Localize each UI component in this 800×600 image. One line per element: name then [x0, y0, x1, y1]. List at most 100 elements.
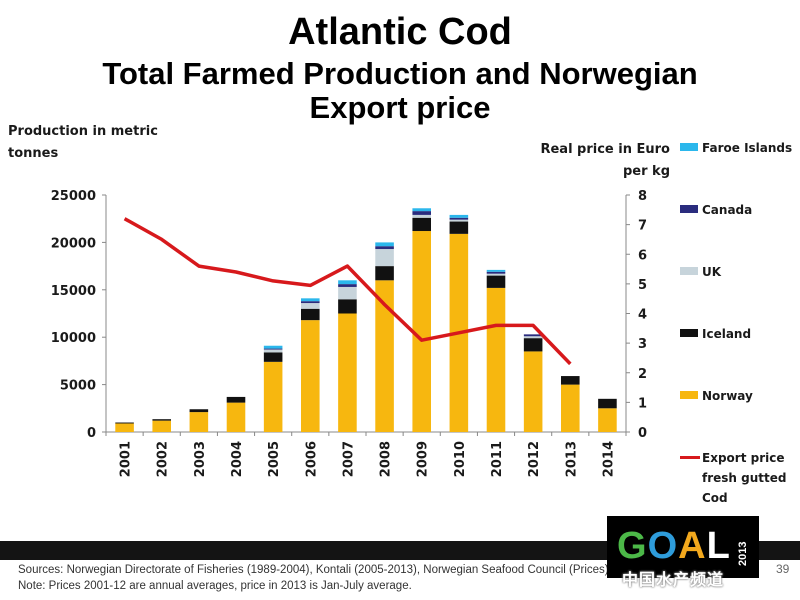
x-tick-label: 2010: [453, 441, 468, 477]
goal-logo: GOAL 2013: [607, 516, 759, 578]
legend-label: Norway: [702, 389, 753, 403]
bar-faroe-islands-2006: [301, 298, 320, 302]
goal-logo-letter: L: [706, 525, 731, 567]
x-tick-label: 2012: [527, 441, 542, 477]
bar-norway-2007: [338, 313, 357, 432]
bar-norway-2006: [301, 320, 320, 432]
legend-item: Norway: [680, 386, 800, 406]
bar-iceland-2012: [523, 338, 543, 352]
legend-label: UK: [702, 265, 722, 279]
bar-norway-2014: [598, 408, 617, 432]
legend-item: UK: [680, 262, 800, 282]
legend-label: Canada: [702, 203, 753, 217]
bar-canada-2011: [486, 271, 506, 274]
bar-uk-2007: [338, 286, 357, 300]
bar-iceland-2002: [152, 419, 171, 421]
y2-tick-label: 3: [638, 337, 647, 352]
chart-title-line1: Atlantic Cod: [288, 11, 512, 53]
bar-norway-2002: [152, 420, 171, 432]
x-tick-label: 2003: [193, 441, 208, 477]
y-tick-label: 5000: [60, 379, 96, 394]
bar-iceland-2006: [301, 308, 320, 321]
bar-faroe-islands-2009: [412, 208, 431, 212]
legend-item: Export price fresh gutted Cod: [680, 448, 800, 508]
bar-norway-2012: [523, 351, 543, 432]
bar-iceland-2008: [375, 266, 394, 281]
x-tick-label: 2014: [601, 441, 616, 477]
bar-canada-2009: [412, 211, 431, 215]
bar-uk-2006: [301, 303, 320, 309]
bar-faroe-islands-2008: [375, 242, 394, 247]
bar-canada-2007: [338, 284, 357, 287]
footer-bar: [0, 541, 800, 560]
bar-uk-2012: [523, 336, 543, 339]
legend-item: Canada: [680, 200, 800, 220]
goal-logo-letter: O: [647, 525, 679, 567]
page-number: 39: [776, 562, 790, 576]
bar-iceland-2001: [115, 422, 134, 424]
bar-iceland-2011: [486, 275, 506, 288]
bar-norway-2004: [226, 402, 246, 432]
bar-norway-2003: [189, 412, 209, 432]
y2-tick-label: 4: [638, 308, 647, 323]
y-tick-label: 25000: [51, 189, 96, 204]
bar-norway-2009: [412, 231, 431, 432]
bar-canada-2012: [523, 334, 543, 337]
bar-norway-2008: [375, 280, 394, 432]
x-tick-label: 2013: [564, 441, 579, 477]
chart-title-line3: Export price: [309, 90, 491, 125]
sources-note: Sources: Norwegian Directorate of Fisher…: [18, 564, 616, 592]
bar-iceland-2005: [263, 352, 283, 362]
bar-uk-2005: [263, 349, 283, 353]
legend-swatch: [680, 391, 698, 399]
y2-axis-label: Real price in Euro per kg: [540, 142, 670, 179]
bar-uk-2008: [375, 249, 394, 267]
y2-tick-label: 0: [638, 426, 647, 441]
y2-tick-label: 5: [638, 278, 647, 293]
bar-canada-2005: [263, 348, 283, 350]
bar-norway-2005: [263, 361, 283, 432]
goal-logo-year: 2013: [737, 541, 749, 566]
bar-canada-2006: [301, 301, 320, 304]
bar-uk-2011: [486, 273, 506, 276]
bar-uk-2010: [449, 219, 469, 222]
y-axis-label: Production in metric tonnes: [8, 124, 158, 161]
legend-item: Iceland: [680, 324, 800, 344]
bar-norway-2013: [561, 384, 580, 432]
x-tick-label: 2009: [416, 441, 431, 477]
x-tick-label: 2011: [490, 441, 505, 477]
bar-iceland-2004: [226, 396, 246, 403]
bar-faroe-islands-2005: [263, 345, 283, 349]
goal-logo-letter: A: [678, 525, 707, 567]
x-tick-label: 2006: [304, 441, 319, 477]
y2-tick-label: 6: [638, 248, 647, 263]
x-tick-label: 2002: [156, 441, 171, 477]
goal-logo-letter: G: [617, 525, 648, 567]
bar-faroe-islands-2010: [449, 214, 469, 218]
y-tick-label: 0: [87, 426, 96, 441]
chart-title-line2: Total Farmed Production and Norwegian: [102, 56, 698, 91]
legend-label: Iceland: [702, 327, 752, 341]
y2-tick-label: 2: [638, 367, 647, 382]
watermark: 中国水产频道: [622, 572, 725, 589]
legend-swatch: [680, 267, 698, 275]
bar-iceland-2010: [449, 221, 469, 234]
y-tick-label: 10000: [51, 331, 96, 346]
y-tick-label: 20000: [51, 236, 96, 251]
x-tick-label: 2007: [341, 441, 356, 477]
legend-label: Export price fresh gutted Cod: [702, 451, 787, 505]
bar-iceland-2014: [598, 398, 617, 409]
bar-norway-2011: [486, 287, 506, 432]
x-tick-label: 2001: [119, 441, 134, 477]
bar-iceland-2009: [412, 217, 431, 232]
bar-uk-2009: [412, 214, 431, 218]
y-tick-label: 15000: [51, 284, 96, 299]
x-tick-label: 2005: [267, 441, 282, 477]
legend-swatch: [680, 456, 700, 459]
bar-iceland-2007: [338, 299, 357, 314]
legend-swatch: [680, 143, 698, 151]
goal-logo-text: GOAL: [617, 524, 731, 568]
x-tick-label: 2008: [379, 441, 394, 477]
bar-iceland-2003: [189, 409, 209, 413]
